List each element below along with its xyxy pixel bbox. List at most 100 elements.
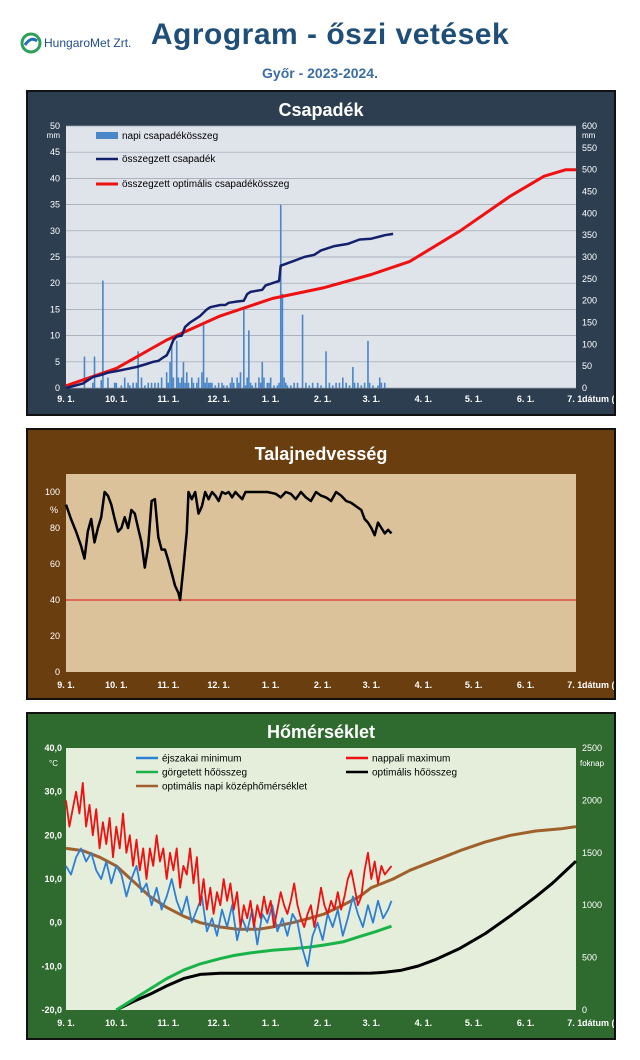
- y-tick-label-right: 550: [582, 143, 597, 153]
- legend-label: optimális napi középhőmérséklet: [162, 782, 307, 793]
- precip-bar: [345, 382, 347, 388]
- precip-bar: [102, 280, 104, 388]
- precip-bar: [243, 309, 245, 388]
- y-axis-unit: %: [50, 505, 58, 515]
- y-tick-label-right: 400: [582, 208, 597, 218]
- precip-bar: [187, 382, 190, 388]
- precip-bar: [338, 382, 341, 388]
- precip-bar: [263, 377, 265, 388]
- x-axis-title: dátum (hó.nap): [582, 680, 614, 690]
- precip-bar: [196, 382, 198, 388]
- y-tick-label-left: 10,0: [44, 874, 62, 884]
- x-axis-title: dátum (hó.nap): [582, 1018, 614, 1028]
- precip-bar: [269, 377, 272, 388]
- precip-bar: [179, 382, 181, 388]
- precip-bar: [296, 382, 299, 388]
- y-tick-label-right: 1000: [582, 900, 602, 910]
- precip-bar: [211, 382, 213, 388]
- logo-text: HungaroMet Zrt.: [44, 36, 132, 50]
- chart-title: Talajnedvesség: [255, 444, 388, 464]
- cumulative-precip-line: [65, 232, 394, 390]
- precip-bar: [378, 377, 381, 388]
- y-tick-label-right: 250: [582, 274, 597, 284]
- y-tick-label-left: 40,0: [44, 743, 62, 753]
- y-tick-label-left: 15: [50, 304, 60, 314]
- hungaromet-logo-icon: [20, 32, 42, 54]
- precip-bar: [229, 382, 232, 388]
- y-tick-label-right: 2500: [582, 743, 602, 753]
- y-tick-label: 100: [45, 487, 60, 497]
- y-tick-label-right: 100: [582, 339, 597, 349]
- x-tick-label: 7. 1.: [567, 1018, 585, 1028]
- precip-bar: [127, 382, 129, 388]
- precip-bar: [197, 377, 200, 388]
- precip-bar: [209, 382, 212, 388]
- precip-bar: [328, 382, 331, 388]
- legend-label: optimális hőösszeg: [372, 768, 457, 779]
- precip-bar: [206, 377, 208, 388]
- precip-bar: [357, 382, 359, 388]
- precip-bar: [372, 385, 374, 388]
- precip-bar: [239, 372, 242, 388]
- precip-bar: [377, 385, 379, 388]
- x-tick-label: 6. 1.: [517, 394, 535, 404]
- x-tick-label: 9. 1.: [57, 1018, 75, 1028]
- page-title: Agrogram - őszi vetések: [150, 18, 510, 51]
- precip-bar: [160, 377, 163, 388]
- y-tick-label-left: -10,0: [41, 961, 62, 971]
- precip-bar: [281, 293, 284, 388]
- y-tick-label-left: 10: [50, 331, 60, 341]
- precip-bar: [185, 372, 188, 388]
- x-tick-label: 2. 1.: [314, 680, 332, 690]
- precip-bar: [231, 377, 233, 388]
- x-tick-label: 3. 1.: [363, 394, 381, 404]
- precip-bar: [261, 361, 264, 388]
- x-tick-label: 7. 1.: [567, 680, 585, 690]
- precip-bar: [251, 385, 254, 388]
- soil-panel: Talajnedvesség 0 20 40 60 80 100% 9. 1. 10. 1. 11…: [26, 428, 640, 700]
- precip-bar: [278, 382, 280, 388]
- precip-bar: [284, 382, 287, 388]
- precip-bar: [342, 377, 344, 388]
- x-tick-label: 12. 1.: [207, 394, 230, 404]
- x-tick-label: 1. 1.: [262, 1018, 280, 1028]
- x-tick-label: 4. 1.: [415, 1018, 433, 1028]
- precip-bar: [177, 377, 180, 388]
- legend-label: összegzett csapadék: [122, 154, 216, 165]
- precip-bar: [248, 330, 250, 388]
- precip-bar: [192, 382, 195, 388]
- x-tick-label: 10. 1.: [105, 1018, 128, 1028]
- precip-bar: [182, 361, 185, 388]
- y-tick-label: 20: [50, 631, 60, 641]
- precip-bar: [254, 382, 257, 388]
- precip-bar: [348, 385, 351, 388]
- night-minimum-line: [65, 847, 393, 968]
- precip-bar: [232, 382, 235, 388]
- precip-bar: [301, 314, 304, 388]
- y-tick-label-right: 0: [582, 383, 587, 393]
- x-tick-label: 3. 1.: [363, 680, 381, 690]
- precip-bar: [100, 380, 103, 388]
- precip-bar: [380, 382, 383, 388]
- precip-bar: [132, 382, 134, 388]
- y-tick-label-left: 50: [50, 121, 60, 131]
- x-tick-label: 9. 1.: [57, 394, 75, 404]
- y-tick-label-left: -20,0: [41, 1005, 62, 1015]
- precip-bar: [123, 377, 126, 388]
- precip-bar: [107, 377, 109, 388]
- precip-bar: [236, 377, 238, 388]
- precip-bar: [157, 382, 160, 388]
- precip-bar: [335, 382, 337, 388]
- precip-bar: [249, 382, 252, 388]
- precip-bar: [244, 385, 247, 388]
- y-axis-unit-left: mm: [47, 131, 61, 140]
- precip-bar: [363, 382, 366, 388]
- y-axis-unit-right: mm: [582, 131, 596, 140]
- precip-bar: [137, 351, 139, 388]
- y-tick-label-left: 40: [50, 173, 60, 183]
- plot-area: [66, 748, 576, 1010]
- precip-bar: [140, 377, 143, 388]
- x-tick-label: 4. 1.: [415, 394, 433, 404]
- precip-bar: [207, 382, 210, 388]
- plot-area: [66, 474, 576, 672]
